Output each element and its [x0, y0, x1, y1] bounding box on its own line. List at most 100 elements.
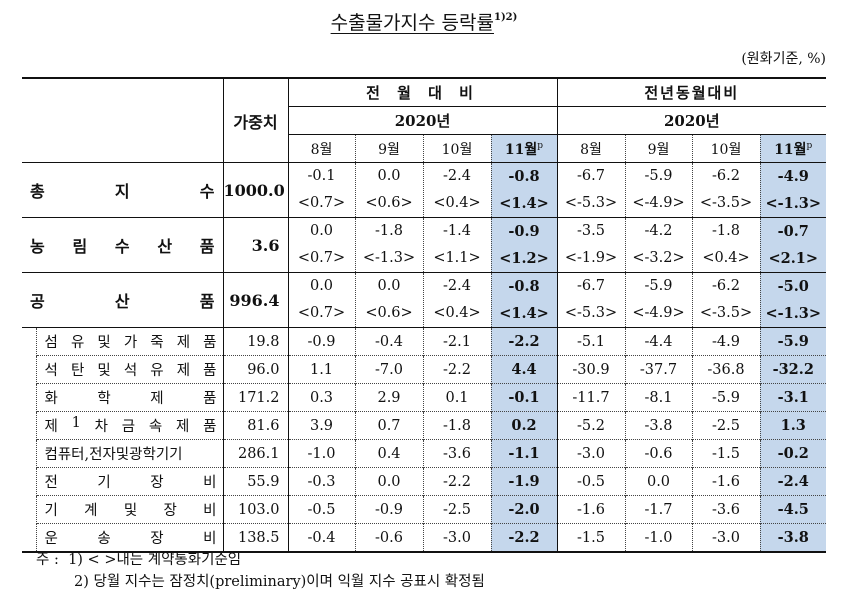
value-cell: -3.8 [759, 523, 826, 552]
value-cell: -6.7 <-5.3> [556, 162, 625, 218]
value-cell: 0.4 [354, 439, 423, 468]
weight-value: 1000.0 [222, 162, 288, 218]
value-cell: -1.8 [422, 411, 491, 440]
indent-spacer [22, 384, 36, 412]
value-cell: -0.8 <1.4> [490, 272, 557, 328]
value-cell: -11.7 [556, 383, 625, 412]
contract-currency-value: <-4.9> [632, 195, 685, 211]
value-cell: 0.0 [624, 467, 692, 496]
header-weight: 가중치 [222, 77, 288, 163]
value-cell: -4.5 [759, 495, 826, 524]
value-cell: 0.7 [354, 411, 423, 440]
value-cell: -1.4 <1.1> [422, 217, 491, 273]
value-cell: -5.9 [691, 383, 760, 412]
value-cell: -0.5 [556, 467, 625, 496]
table-row-sub: 컴퓨터,전자및광학기기 286.1 -1.0 0.4 -3.6 -1.1 -3.0 -0.6-… [22, 439, 826, 468]
value-cell: -2.4 <0.4> [422, 272, 491, 328]
value-cell: -1.8 <-1.3> [354, 217, 423, 273]
contract-currency-value: <-5.3> [564, 195, 618, 211]
weight-value: 55.9 [222, 467, 288, 496]
indent-spacer [22, 356, 36, 384]
table-row-major: 농 림 수 산 품 3.6 0.0 <0.7> -1.8 <-1.3> -1.4 <1.1> -0.9 <… [22, 217, 826, 273]
contract-currency-value: <1.2> [499, 250, 549, 267]
table-row-sub: 화 학 제 품 171.2 0.3 2.9 0.1 -0.1 -11.7 -8.1 -5.9 -3.1 [22, 383, 826, 412]
value-cell: -2.4 <0.4> [422, 162, 491, 218]
won-basis-value: 0.0 [377, 168, 401, 184]
won-basis-value: -3.5 [577, 223, 605, 239]
footnote-2: 2) 당월 지수는 잠정치(preliminary)이며 익월 지수 공표시 확… [74, 574, 485, 590]
value-cell: -5.1 [556, 327, 625, 356]
value-cell: 0.1 [422, 383, 491, 412]
header-month-mom-1: 9월 [354, 134, 423, 163]
header-row-groups: 가중치 전 월 대 비 전년동월대비 [22, 77, 826, 163]
contract-currency-value: <0.7> [297, 195, 346, 211]
value-cell: -8.1 [624, 383, 692, 412]
header-month-mom-0: 8월 [287, 134, 355, 163]
value-cell: -0.4 [287, 523, 355, 552]
value-cell: 1.1 [287, 355, 355, 384]
won-basis-value: -6.2 [712, 278, 740, 294]
document-title: 수출물가지수 등락률1)2) [0, 8, 848, 35]
header-month-yoy-3: 11월p [759, 134, 826, 163]
export-price-index-table: 가중치 전 월 대 비 전년동월대비 2020년 2020년 8월 9월 10월 11… [22, 77, 826, 553]
contract-currency-value: <0.4> [433, 305, 481, 321]
contract-currency-value: <-3.5> [699, 305, 753, 321]
row-label: 컴퓨터,전자및광학기기 [35, 439, 223, 468]
weight-value: 3.6 [222, 217, 288, 273]
value-cell: 4.4 [490, 355, 557, 384]
value-cell: -3.8 [624, 411, 692, 440]
value-cell: -6.2 <-3.5> [691, 162, 760, 218]
value-cell: -1.0 [624, 523, 692, 552]
table-row-sub: 석 탄 및 석 유 제 품 96.0 1.1 -7.0 -2.2 4.4 -30.9 -37.7 -36.8… [22, 355, 826, 384]
table-row-sub: 제 1 차 금 속 제 품 81.6 3.9 0.7 -1.8 0.2 -5.2 -3.8 -2.5 1.3 [22, 411, 826, 440]
value-cell: 0.3 [287, 383, 355, 412]
value-cell: -4.2 <-3.2> [624, 217, 692, 273]
weight-value: 19.8 [222, 327, 288, 356]
value-cell: -7.0 [354, 355, 423, 384]
value-cell: -5.9 <-4.9> [624, 272, 692, 328]
won-basis-value: 0.0 [309, 278, 334, 294]
weight-value: 286.1 [222, 439, 288, 468]
contract-currency-value: <-1.3> [765, 195, 822, 212]
value-cell: -32.2 [759, 355, 826, 384]
contract-currency-value: <-1.3> [362, 250, 416, 266]
table-row-major: 총 지 수 1000.0 -0.1 <0.7> 0.0 <0.6> -2.4 <0.4> -0.8 <… [22, 162, 826, 218]
value-cell: -4.4 [624, 327, 692, 356]
value-cell: 3.9 [287, 411, 355, 440]
value-cell: -6.2 <-3.5> [691, 272, 760, 328]
weight-value: 996.4 [222, 272, 288, 328]
value-cell: -0.9 [354, 495, 423, 524]
value-cell: -0.6 [354, 523, 423, 552]
value-cell: -3.5 <-1.9> [556, 217, 625, 273]
value-cell: -0.6 [624, 439, 692, 468]
value-cell: -2.2 [490, 327, 557, 356]
value-cell: -2.2 [422, 467, 491, 496]
value-cell: 0.0 <0.7> [287, 217, 355, 273]
contract-currency-value: <-3.2> [632, 250, 685, 266]
value-cell: -0.1 <0.7> [287, 162, 355, 218]
contract-currency-value: <1.1> [433, 250, 481, 266]
value-cell: -1.0 [287, 439, 355, 468]
contract-currency-value: <0.4> [433, 195, 481, 211]
won-basis-value: -4.9 [777, 168, 809, 185]
contract-currency-value: <-3.5> [699, 195, 753, 211]
footnote-1: 주 : 1) < >내는 계약통화기준임 [36, 552, 242, 568]
value-cell: 0.2 [490, 411, 557, 440]
title-footnote-marker: 1)2) [493, 12, 518, 23]
value-cell: -0.1 [490, 383, 557, 412]
won-basis-value: -5.0 [777, 278, 809, 295]
unit-label: (원화기준, %) [741, 51, 826, 67]
header-group-yoy: 전년동월대비 [556, 77, 826, 107]
won-basis-value: -5.9 [644, 168, 673, 184]
header-month-yoy-1: 9월 [624, 134, 692, 163]
value-cell: -0.2 [759, 439, 826, 468]
table-row-major: 공 산 품 996.4 0.0 <0.7> 0.0 <0.6> -2.4 <0.4> -0.8 <1.… [22, 272, 826, 328]
won-basis-value: -0.9 [508, 223, 540, 240]
won-basis-value: -2.4 [443, 168, 471, 184]
preliminary-marker: p [537, 140, 544, 151]
value-cell: 0.0 [354, 467, 423, 496]
value-cell: -0.9 [287, 327, 355, 356]
